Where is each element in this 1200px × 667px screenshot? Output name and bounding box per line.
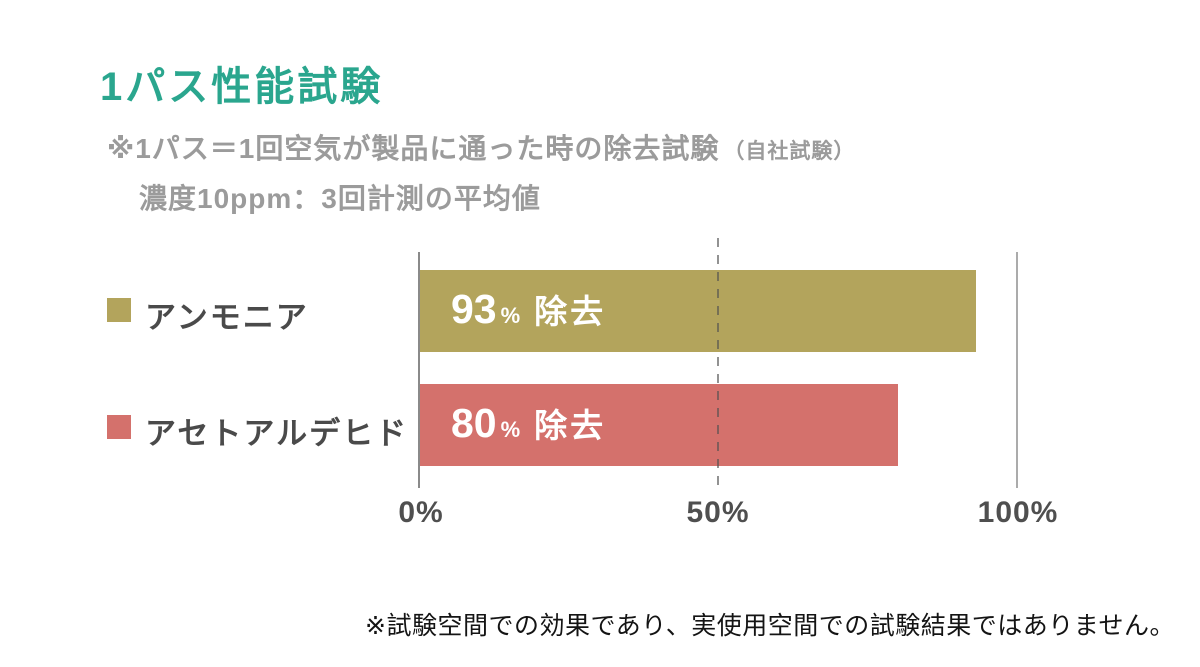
legend-label-acetaldehyde: アセトアルデヒド xyxy=(145,416,409,451)
bar-ammonia-suffix: 除去 xyxy=(534,293,607,331)
axis-line-0-percent xyxy=(418,252,420,488)
subtitle-line-1: ※1パス＝1回空気が製品に通った時の除去試験 （自社試験） xyxy=(107,127,855,167)
disclaimer-note: ※試験空間での効果であり、実使用空間での試験結果ではありません。 xyxy=(365,612,1175,640)
legend-swatch-ammonia xyxy=(107,298,131,322)
subtitle-line-1-text: ※1パス＝1回空気が製品に通った時の除去試験 xyxy=(107,133,720,164)
axis-tick-label-100: 100% xyxy=(977,496,1059,529)
legend-swatch-acetaldehyde xyxy=(107,415,131,439)
legend-label-ammonia: アンモニア xyxy=(145,300,309,335)
page-title: 1パス性能試験 xyxy=(100,65,384,109)
bar-ammonia-value: 93 xyxy=(451,286,497,333)
bar-ammonia: 93 % 除去 xyxy=(420,270,976,352)
gridline-50-percent-dashed xyxy=(717,238,719,490)
subtitle-line-2: 濃度10ppm：3回計測の平均値 xyxy=(139,183,541,214)
axis-tick-label-0: 0% xyxy=(398,496,444,529)
subtitle-line-1-paren: （自社試験） xyxy=(723,140,856,163)
axis-line-100-percent xyxy=(1016,252,1018,488)
bar-ammonia-percent-sign: % xyxy=(500,303,521,329)
bar-acetaldehyde: 80 % 除去 xyxy=(420,384,898,466)
bar-ammonia-label: 93 % 除去 xyxy=(451,285,606,333)
bar-acetaldehyde-suffix: 除去 xyxy=(534,407,607,445)
bar-acetaldehyde-value: 80 xyxy=(451,400,497,447)
axis-tick-label-50: 50% xyxy=(686,496,750,529)
bar-acetaldehyde-label: 80 % 除去 xyxy=(451,399,606,447)
bar-acetaldehyde-percent-sign: % xyxy=(500,417,521,443)
